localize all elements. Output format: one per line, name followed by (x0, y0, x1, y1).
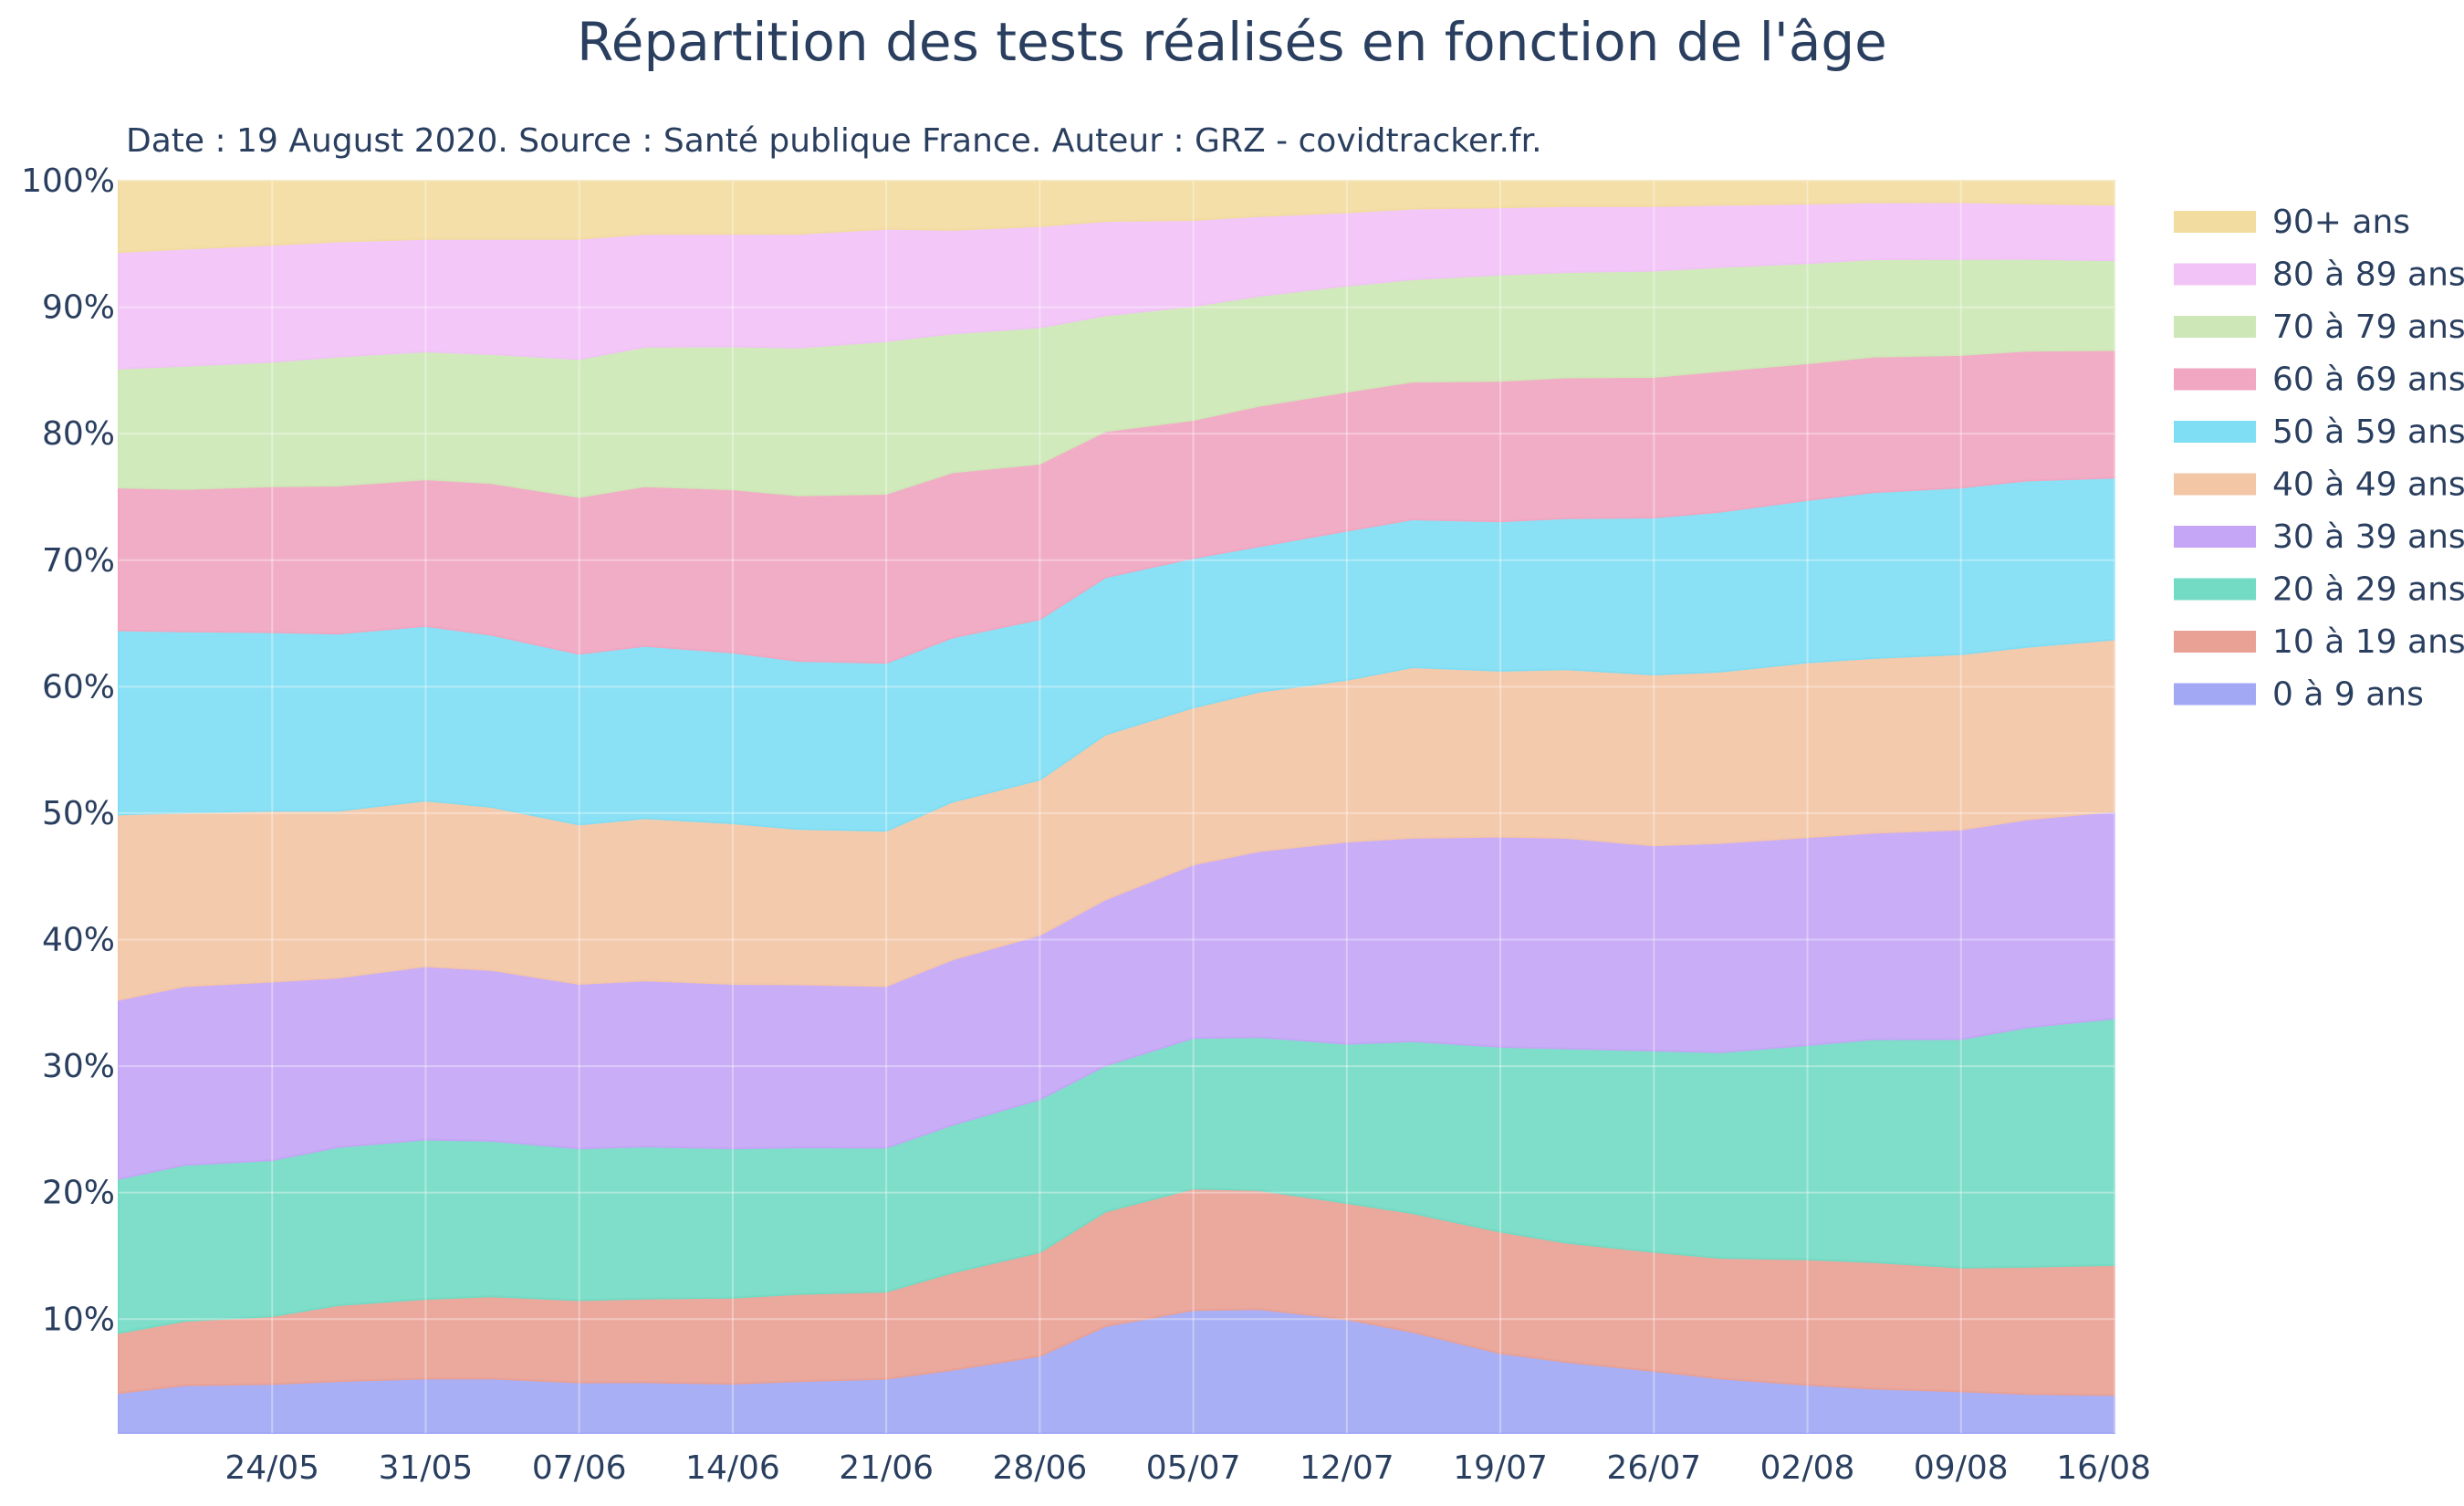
y-tick-label: 10% (42, 1301, 115, 1338)
legend-label: 90+ ans (2272, 204, 2410, 241)
y-tick-label: 60% (42, 668, 115, 706)
legend-item[interactable]: 40 à 49 ans (2174, 466, 2464, 504)
y-axis: 10% 20% 30% 40% 50% 60% 70% 80% 90% 100% (21, 162, 115, 1338)
y-tick-label: 20% (42, 1175, 115, 1212)
area-series-9 (118, 180, 2115, 254)
y-tick-label: 40% (42, 922, 115, 959)
legend-swatch (2174, 421, 2256, 443)
legend-label: 30 à 39 ans (2272, 518, 2464, 556)
x-tick-label: 09/08 (1914, 1449, 2009, 1487)
legend-swatch (2174, 526, 2256, 548)
legend-label: 40 à 49 ans (2272, 466, 2464, 504)
legend-item[interactable]: 50 à 59 ans (2174, 413, 2464, 451)
x-tick-label: 05/07 (1146, 1449, 1241, 1487)
y-tick-label: 30% (42, 1048, 115, 1085)
x-tick-label: 21/06 (839, 1449, 934, 1487)
chart-title: Répartition des tests réalisés en foncti… (577, 11, 1887, 73)
x-tick-label: 02/08 (1760, 1449, 1855, 1487)
x-tick-label: 07/06 (532, 1449, 627, 1487)
legend-swatch (2174, 578, 2256, 601)
legend-swatch (2174, 211, 2256, 233)
x-tick-label: 14/06 (685, 1449, 780, 1487)
legend-label: 80 à 89 ans (2272, 256, 2464, 294)
legend-label: 70 à 79 ans (2272, 309, 2464, 346)
legend-swatch (2174, 368, 2256, 391)
legend-item[interactable]: 70 à 79 ans (2174, 309, 2464, 346)
areas-layer (118, 180, 2115, 1434)
y-tick-label: 90% (42, 289, 115, 327)
legend-item[interactable]: 90+ ans (2174, 204, 2410, 241)
legend-label: 20 à 29 ans (2272, 571, 2464, 609)
chart-subtitle: Date : 19 August 2020. Source : Santé pu… (126, 122, 1542, 160)
legend-swatch (2174, 683, 2256, 706)
legend-swatch (2174, 316, 2256, 338)
grid-layer (119, 180, 2115, 1433)
legend-item[interactable]: 20 à 29 ans (2174, 571, 2464, 609)
legend[interactable]: 90+ ans 80 à 89 ans 70 à 79 ans 60 à 69 ans… (2174, 204, 2464, 714)
x-tick-label: 28/06 (993, 1449, 1088, 1487)
legend-label: 10 à 19 ans (2272, 623, 2464, 661)
x-tick-label: 16/08 (2056, 1449, 2151, 1487)
legend-item[interactable]: 80 à 89 ans (2174, 256, 2464, 294)
legend-item[interactable]: 10 à 19 ans (2174, 623, 2464, 661)
legend-label: 60 à 69 ans (2272, 361, 2464, 399)
x-tick-label: 19/07 (1453, 1449, 1548, 1487)
legend-item[interactable]: 0 à 9 ans (2174, 676, 2424, 714)
x-axis: 24/05 31/05 07/06 14/06 21/06 28/06 05/07 12/07… (224, 1449, 2151, 1487)
y-tick-label: 70% (42, 542, 115, 580)
y-tick-label: 100% (21, 162, 115, 200)
legend-item[interactable]: 30 à 39 ans (2174, 518, 2464, 556)
y-tick-label: 80% (42, 415, 115, 453)
x-tick-label: 12/07 (1300, 1449, 1394, 1487)
x-tick-label: 26/07 (1606, 1449, 1701, 1487)
legend-item[interactable]: 60 à 69 ans (2174, 361, 2464, 399)
legend-swatch (2174, 473, 2256, 496)
legend-swatch (2174, 263, 2256, 286)
legend-swatch (2174, 631, 2256, 653)
x-tick-label: 24/05 (224, 1449, 319, 1487)
y-tick-label: 50% (42, 795, 115, 832)
legend-label: 50 à 59 ans (2272, 413, 2464, 451)
legend-label: 0 à 9 ans (2272, 676, 2424, 714)
x-tick-label: 31/05 (379, 1449, 474, 1487)
